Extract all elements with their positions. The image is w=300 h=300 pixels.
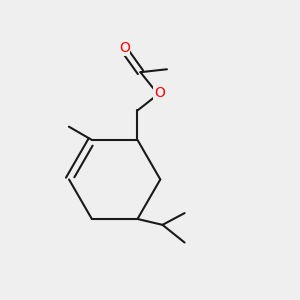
Text: O: O: [119, 41, 130, 55]
Text: O: O: [154, 86, 165, 100]
